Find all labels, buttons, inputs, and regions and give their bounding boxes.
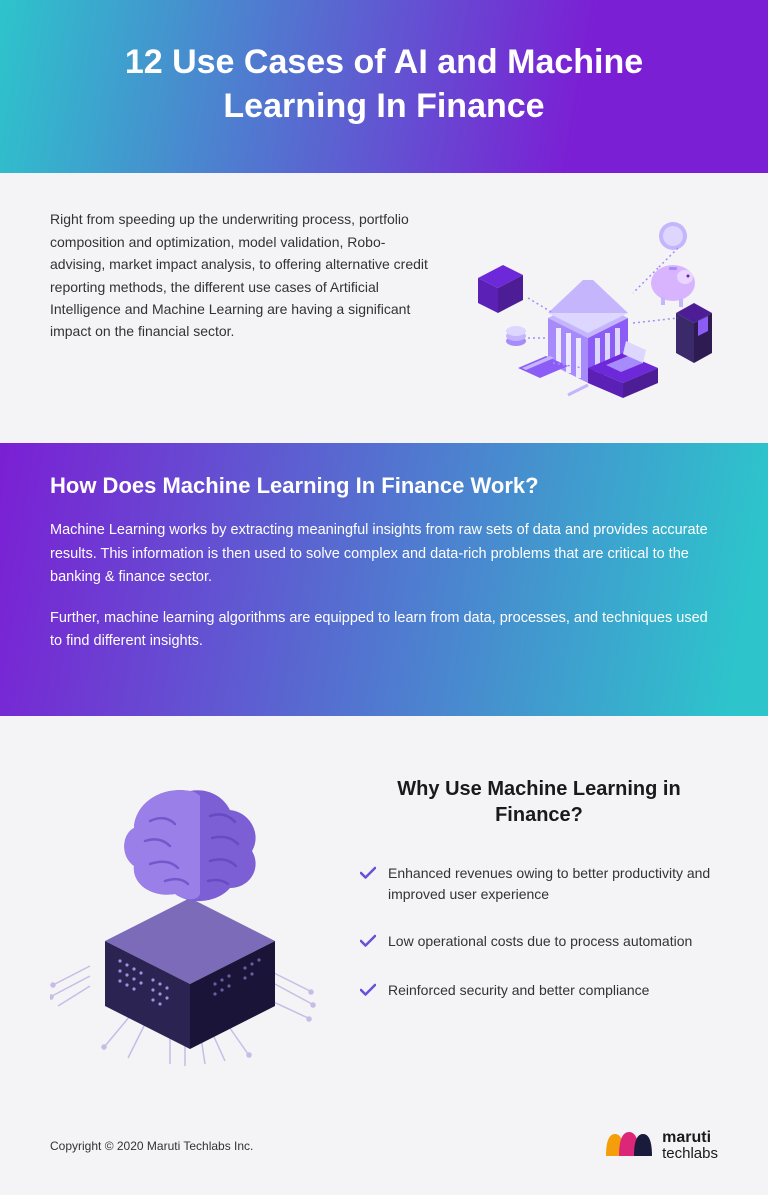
list-item: Low operational costs due to process aut…	[360, 931, 718, 954]
why-content: Why Use Machine Learning in Finance? Enh…	[360, 766, 718, 1029]
intro-text: Right from speeding up the underwriting …	[50, 208, 438, 342]
logo-icon	[602, 1126, 654, 1165]
why-section: Why Use Machine Learning in Finance? Enh…	[0, 716, 768, 1106]
list-item: Enhanced revenues owing to better produc…	[360, 863, 718, 905]
how-para-2: Further, machine learning algorithms are…	[50, 607, 718, 653]
list-item-text: Low operational costs due to process aut…	[388, 931, 692, 952]
header: 12 Use Cases of AI and Machine Learning …	[0, 0, 768, 173]
list-item: Reinforced security and better complianc…	[360, 980, 718, 1003]
brand-logo: maruti techlabs	[602, 1126, 718, 1165]
how-heading: How Does Machine Learning In Finance Wor…	[50, 473, 718, 499]
finance-illustration	[458, 208, 718, 408]
logo-text: maruti techlabs	[662, 1130, 718, 1161]
copyright-text: Copyright © 2020 Maruti Techlabs Inc.	[50, 1139, 253, 1153]
footer: Copyright © 2020 Maruti Techlabs Inc. ma…	[0, 1106, 768, 1195]
logo-brand: maruti	[662, 1130, 718, 1146]
page-title: 12 Use Cases of AI and Machine Learning …	[50, 40, 718, 128]
why-heading: Why Use Machine Learning in Finance?	[360, 776, 718, 828]
why-list: Enhanced revenues owing to better produc…	[360, 863, 718, 1003]
list-item-text: Enhanced revenues owing to better produc…	[388, 863, 718, 905]
check-icon	[360, 982, 376, 1003]
logo-sub: techlabs	[662, 1146, 718, 1161]
check-icon	[360, 865, 376, 886]
how-para-1: Machine Learning works by extracting mea…	[50, 519, 718, 589]
intro-section: Right from speeding up the underwriting …	[0, 173, 768, 443]
how-it-works-section: How Does Machine Learning In Finance Wor…	[0, 443, 768, 716]
brain-chip-illustration	[50, 766, 330, 1066]
list-item-text: Reinforced security and better complianc…	[388, 980, 649, 1001]
check-icon	[360, 933, 376, 954]
